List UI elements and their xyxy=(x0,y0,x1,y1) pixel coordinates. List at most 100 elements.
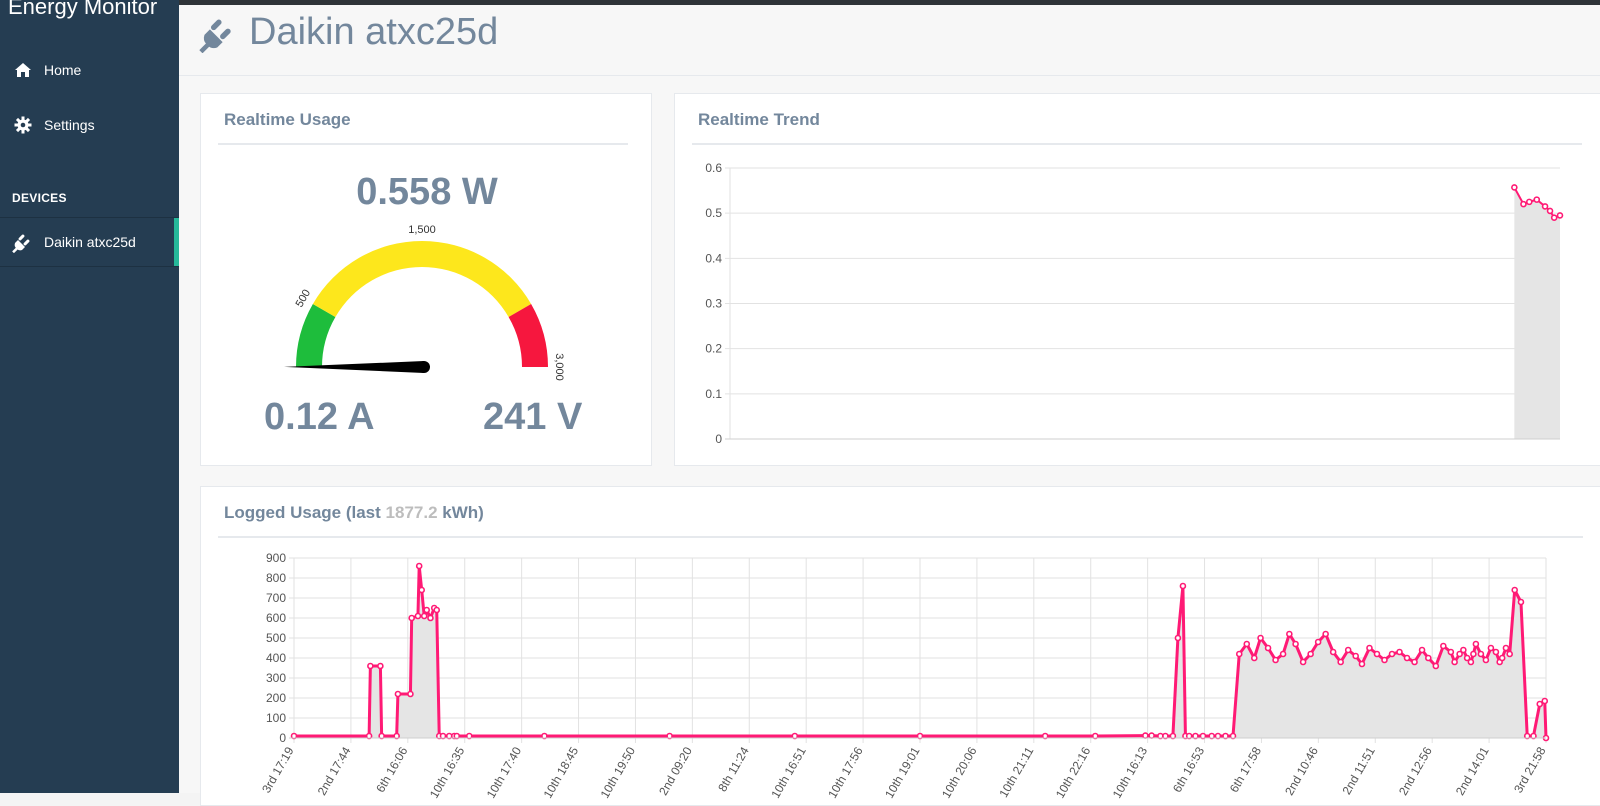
x-tick-label: 10th 16:13 xyxy=(1110,744,1151,800)
data-point xyxy=(1440,642,1447,650)
data-point xyxy=(1322,630,1329,638)
data-point xyxy=(1174,634,1182,642)
x-tick-label: 10th 17:40 xyxy=(484,744,525,800)
title-divider xyxy=(179,75,1600,76)
data-point xyxy=(1286,630,1293,638)
grid xyxy=(725,167,1560,440)
x-tick-label: 2nd 10:46 xyxy=(1282,744,1321,798)
x-tick-label: 6th 16:06 xyxy=(373,744,410,795)
logged-title-suffix: kWh) xyxy=(437,503,484,522)
data-point xyxy=(1482,656,1490,664)
sidebar: Energy Monitor Home Settings D xyxy=(0,0,179,793)
data-point xyxy=(1550,214,1558,221)
data-point xyxy=(1541,697,1549,705)
data-point xyxy=(418,586,426,594)
realtime-trend-panel: Realtime Trend 0 0.1 0.2 0.3 0.4 0.5 0.6 xyxy=(674,93,1600,466)
y-tick-label: 0.5 xyxy=(705,206,722,220)
panel-divider xyxy=(218,143,628,145)
data-point xyxy=(1467,658,1475,666)
data-point xyxy=(423,606,431,614)
x-tick-label: 2nd 14:01 xyxy=(1453,744,1492,798)
x-tick-label: 8th 11:24 xyxy=(715,744,752,794)
data-point xyxy=(1381,656,1388,664)
x-tick-label: 2nd 17:44 xyxy=(315,744,354,798)
x-tick-label: 10th 16:35 xyxy=(427,744,468,800)
data-point xyxy=(1344,646,1352,654)
sidebar-item-label: Daikin atxc25d xyxy=(44,234,136,250)
x-tick-label: 10th 17:56 xyxy=(825,744,866,800)
data-point xyxy=(1148,732,1155,739)
data-point xyxy=(1337,658,1344,666)
gauge-needle xyxy=(284,361,424,373)
data-point xyxy=(1546,207,1554,215)
plug-icon xyxy=(12,231,34,253)
data-point xyxy=(1511,586,1518,594)
x-tick-label: 10th 22:16 xyxy=(1053,744,1094,800)
data-point xyxy=(1533,196,1541,203)
data-point xyxy=(1520,200,1527,208)
x-tick-label: 10th 20:06 xyxy=(939,744,980,800)
panel-title: Logged Usage (last 1877.2 kWh) xyxy=(224,503,484,523)
data-point xyxy=(1243,640,1251,648)
data-point xyxy=(1373,650,1381,658)
data-point xyxy=(1525,198,1533,206)
data-point xyxy=(1511,184,1518,191)
power-readout: 0.558 W xyxy=(356,171,498,213)
data-point xyxy=(1272,656,1279,664)
realtime-usage-panel: Realtime Usage 0.558 W 500 1,500 3,000 0… xyxy=(200,93,652,466)
x-tick-label: 10th 19:50 xyxy=(598,744,639,800)
data-point xyxy=(377,662,384,670)
data-point xyxy=(1432,662,1440,670)
power-gauge: 500 1,500 3,000 xyxy=(284,224,565,381)
data-point xyxy=(1411,658,1418,666)
data-point xyxy=(1352,652,1359,660)
sidebar-item-home[interactable]: Home xyxy=(0,50,179,90)
data-point xyxy=(1366,644,1373,652)
data-point xyxy=(1460,646,1467,654)
app-title[interactable]: Energy Monitor xyxy=(8,0,158,19)
y-tick-label: 100 xyxy=(266,711,286,725)
data-point xyxy=(394,690,402,698)
x-tick-label: 10th 21:11 xyxy=(996,744,1036,800)
x-tick-label: 6th 17:58 xyxy=(1227,744,1264,795)
sidebar-item-device[interactable]: Daikin atxc25d xyxy=(0,217,179,267)
gauge-hub xyxy=(418,361,430,373)
x-tick-label: 3rd 21:58 xyxy=(1511,744,1549,795)
sidebar-item-settings[interactable]: Settings xyxy=(0,105,179,145)
data-point xyxy=(1456,650,1463,658)
data-point xyxy=(1307,650,1314,658)
data-point xyxy=(1418,646,1426,654)
data-point xyxy=(1179,582,1187,590)
data-point xyxy=(408,614,415,622)
logged-usage-chart: 0 100 200 300 400 500 600 700 800 900 3rd 17:19 2nd… xyxy=(259,551,1550,801)
data-point xyxy=(1498,654,1506,662)
data-point xyxy=(1536,700,1544,708)
data-point xyxy=(407,690,414,698)
window-top-bar xyxy=(0,0,1600,5)
gauge-green-segment xyxy=(296,304,336,367)
x-tick-label: 2nd 12:56 xyxy=(1396,744,1435,798)
data-point xyxy=(1292,640,1299,648)
data-point xyxy=(414,612,422,620)
data-point xyxy=(367,662,374,670)
x-tick-label: 6th 16:53 xyxy=(1170,744,1207,795)
y-tick-label: 900 xyxy=(266,551,286,565)
data-point xyxy=(1506,650,1513,658)
data-point xyxy=(1314,638,1322,646)
y-tick-label: 0.4 xyxy=(705,251,722,265)
voltage-readout: 241 V xyxy=(483,396,583,438)
data-point xyxy=(415,562,423,570)
y-tick-label: 200 xyxy=(266,691,286,705)
data-point xyxy=(1447,648,1455,656)
y-tick-label: 300 xyxy=(266,671,286,685)
logged-usage-panel: Logged Usage (last 1877.2 kWh) 0 100 200 30… xyxy=(200,486,1600,806)
y-tick-label: 0.1 xyxy=(705,387,722,401)
y-tick-label: 400 xyxy=(266,651,286,665)
data-point xyxy=(1477,650,1485,658)
x-tick-label: 2nd 09:20 xyxy=(656,744,695,798)
sidebar-item-label: Settings xyxy=(44,117,95,133)
current-readout: 0.12 A xyxy=(264,396,375,438)
y-tick-label: 600 xyxy=(266,611,286,625)
data-point xyxy=(420,612,428,620)
area-fill xyxy=(1514,187,1560,439)
